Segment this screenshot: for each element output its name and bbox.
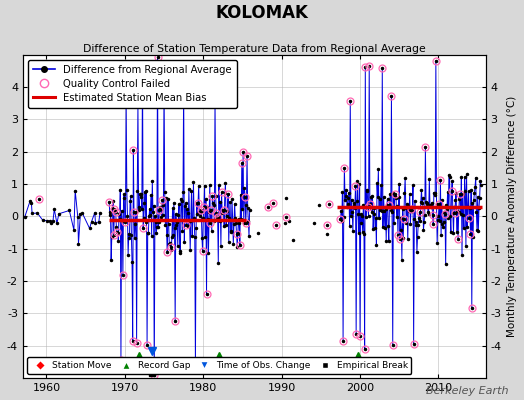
- Text: KOLOMAK: KOLOMAK: [215, 4, 309, 22]
- Y-axis label: Monthly Temperature Anomaly Difference (°C): Monthly Temperature Anomaly Difference (…: [507, 96, 517, 337]
- Text: Berkeley Earth: Berkeley Earth: [426, 386, 508, 396]
- Legend: Station Move, Record Gap, Time of Obs. Change, Empirical Break: Station Move, Record Gap, Time of Obs. C…: [27, 358, 411, 374]
- Title: Difference of Station Temperature Data from Regional Average: Difference of Station Temperature Data f…: [83, 44, 425, 54]
